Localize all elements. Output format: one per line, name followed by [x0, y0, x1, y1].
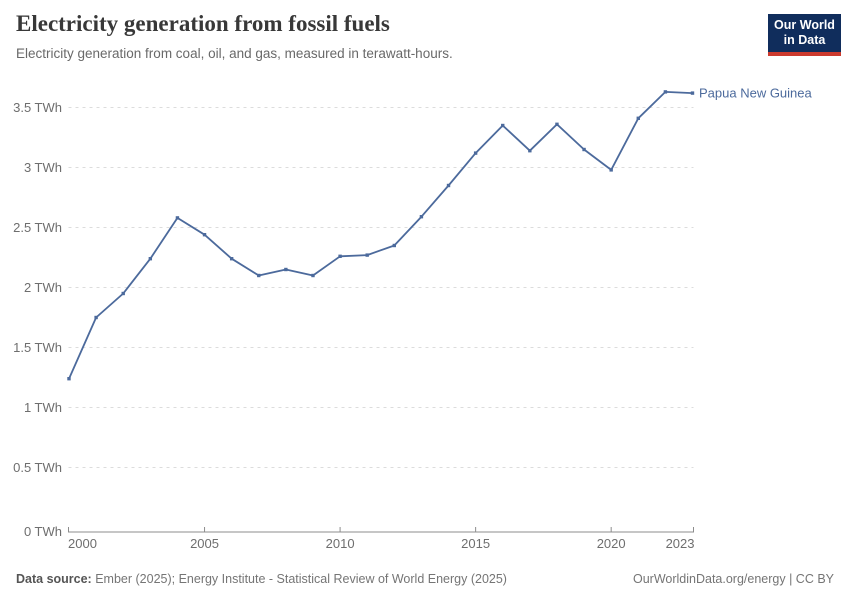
data-point[interactable] [392, 243, 397, 248]
data-point[interactable] [121, 291, 125, 296]
y-tick-label: 3 TWh [24, 160, 62, 175]
x-tick-label: 2023 [666, 536, 695, 551]
y-tick-label: 1 TWh [24, 400, 62, 415]
data-point[interactable] [338, 254, 342, 258]
data-point[interactable] [202, 233, 207, 237]
data-point[interactable] [284, 267, 288, 272]
x-tick-label: 2015 [461, 536, 490, 551]
data-point[interactable] [148, 257, 153, 261]
x-axis [68, 527, 694, 533]
page-title: Electricity generation from fossil fuels [16, 11, 390, 36]
data-point[interactable] [94, 315, 98, 320]
data-source-label: Data source: [16, 572, 92, 586]
data-point[interactable] [636, 116, 640, 120]
data-point[interactable] [555, 122, 559, 126]
y-tick-label: 0 TWh [24, 524, 62, 539]
chart-header: Electricity generation from fossil fuels… [16, 10, 754, 61]
data-point[interactable] [257, 273, 261, 278]
data-point[interactable] [175, 216, 180, 220]
y-tick-label: 3.5 TWh [13, 100, 62, 115]
data-point[interactable] [446, 183, 451, 188]
data-point[interactable] [311, 273, 315, 278]
y-tick-label: 2.5 TWh [13, 220, 62, 235]
x-tick-label: 2000 [68, 536, 97, 551]
data-source-text: Ember (2025); Energy Institute - Statist… [91, 572, 507, 586]
owid-license-link[interactable]: OurWorldinData.org/energy | CC BY [632, 572, 834, 586]
chart-subtitle: Electricity generation from coal, oil, a… [16, 45, 453, 61]
data-point[interactable] [229, 257, 234, 261]
data-point[interactable] [609, 168, 613, 172]
data-source-note: Data source: Ember (2025); Energy Instit… [16, 572, 507, 586]
owid-logo-line1: Our World [774, 18, 835, 32]
series-label[interactable]: Papua New Guinea [699, 86, 813, 101]
y-tick-label: 1.5 TWh [13, 340, 62, 355]
data-line[interactable] [68, 91, 694, 380]
data-point[interactable] [501, 123, 505, 128]
owid-logo-line2: in Data [783, 33, 826, 48]
data-point[interactable] [67, 377, 71, 381]
x-tick-label: 2020 [597, 536, 626, 551]
data-point[interactable] [365, 253, 369, 257]
owid-logo[interactable]: Our World in Data [768, 14, 841, 56]
chart-footer: Data source: Ember (2025); Energy Instit… [16, 572, 834, 586]
data-point[interactable] [419, 215, 424, 219]
data-point[interactable] [473, 151, 478, 155]
data-point[interactable] [582, 147, 586, 152]
y-tick-label: 2 TWh [24, 280, 62, 295]
x-tick-label: 2005 [190, 536, 219, 551]
data-point[interactable] [690, 91, 695, 95]
data-point[interactable] [528, 149, 532, 153]
x-tick-label: 2010 [326, 536, 355, 551]
data-point[interactable] [663, 90, 668, 94]
y-tick-label: 0.5 TWh [13, 460, 62, 475]
